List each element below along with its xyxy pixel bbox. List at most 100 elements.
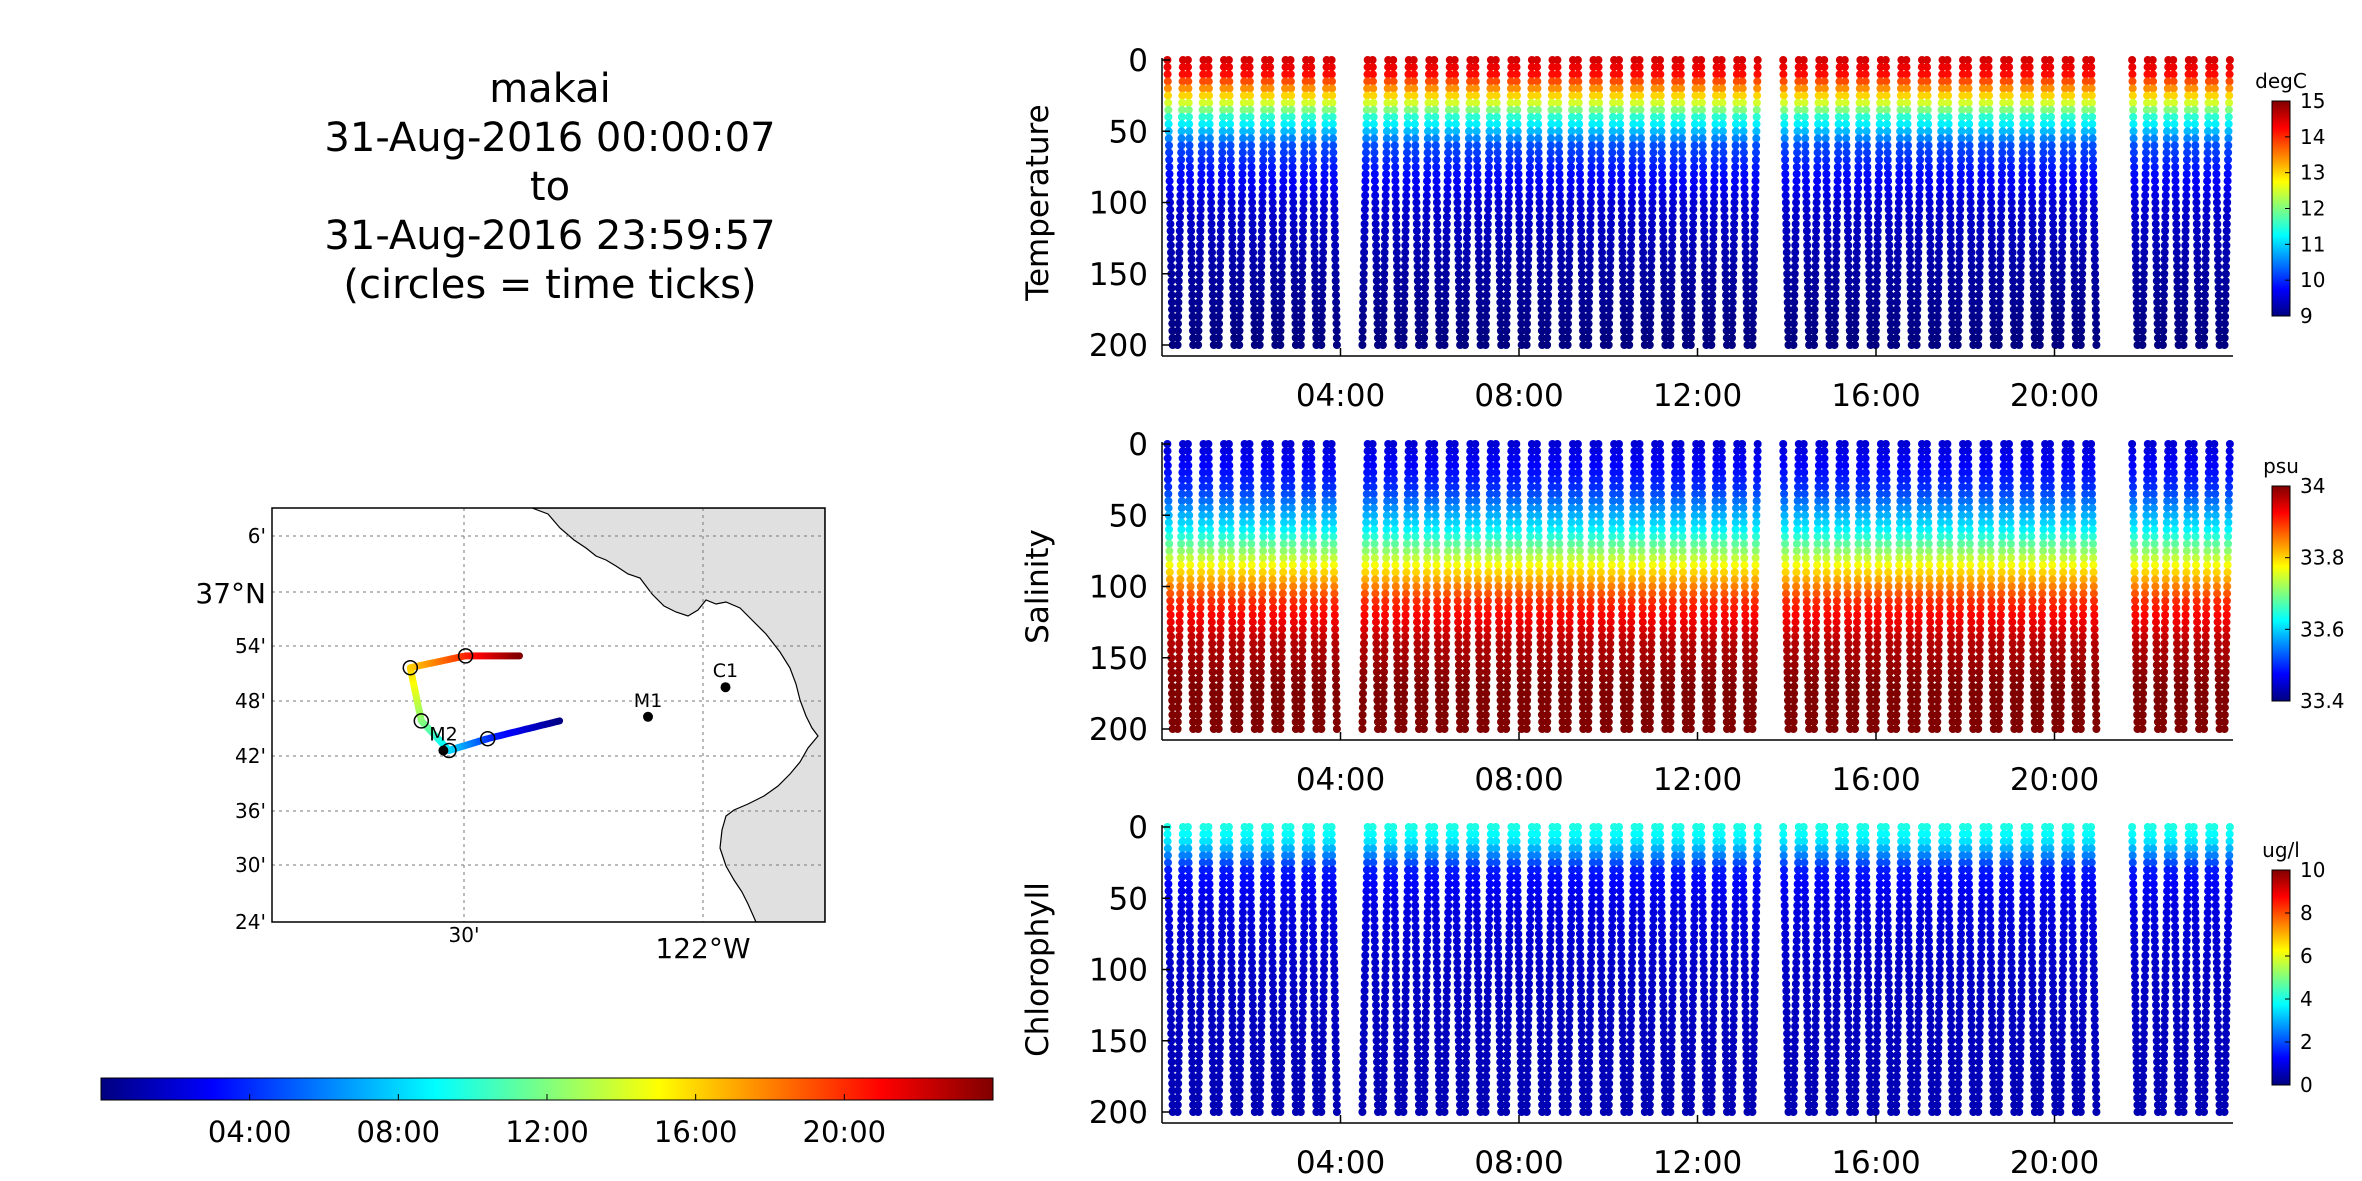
- data-point: [1451, 120, 1460, 129]
- data-point: [1307, 454, 1316, 463]
- data-point: [1905, 219, 1914, 228]
- data-point: [1268, 568, 1277, 577]
- data-point: [1228, 603, 1236, 612]
- data-point: [1298, 276, 1306, 285]
- data-point: [1617, 198, 1626, 207]
- data-point: [1297, 319, 1306, 328]
- data-point: [1820, 77, 1829, 86]
- data-point: [2159, 319, 2168, 328]
- data-point: [2089, 191, 2098, 200]
- data-point: [2056, 312, 2065, 321]
- data-point: [1615, 70, 1624, 79]
- data-point: [2152, 234, 2160, 243]
- data-point: [1533, 70, 1542, 79]
- data-point: [1176, 205, 1185, 214]
- data-point: [1218, 539, 1227, 548]
- data-point: [1247, 177, 1256, 186]
- data-point: [1472, 105, 1481, 114]
- data-point: [1997, 177, 2006, 186]
- data-point: [1585, 284, 1594, 292]
- data-point: [2224, 105, 2233, 114]
- data-point: [1424, 120, 1433, 129]
- data-point: [1619, 291, 1628, 300]
- data-point: [2017, 227, 2026, 235]
- data-point: [1720, 212, 1729, 221]
- data-point: [1309, 575, 1318, 584]
- data-point: [2138, 319, 2147, 328]
- data-point: [1576, 205, 1585, 214]
- data-point: [1163, 447, 1172, 456]
- data-point: [1543, 341, 1552, 349]
- data-point: [1635, 77, 1644, 86]
- data-point: [1605, 276, 1614, 285]
- data-point: [1740, 177, 1749, 186]
- data-point: [1290, 262, 1299, 271]
- data-point: [2077, 333, 2085, 342]
- data-point: [1843, 198, 1852, 207]
- data-point: [2221, 284, 2230, 292]
- data-point: [1196, 227, 1205, 235]
- data-point: [1360, 205, 1369, 214]
- data-point: [1224, 440, 1233, 448]
- data-point: [1994, 333, 2003, 342]
- data-point: [2171, 191, 2180, 200]
- data-point: [1177, 141, 1186, 150]
- data-point: [2172, 234, 2181, 243]
- data-point: [1893, 262, 1902, 271]
- data-point: [1383, 120, 1391, 129]
- data-point: [1668, 234, 1677, 243]
- data-point: [1853, 234, 1861, 243]
- data-point: [1412, 205, 1421, 214]
- data-point: [1371, 198, 1380, 207]
- data-point: [1278, 618, 1287, 627]
- data-point: [1536, 248, 1545, 257]
- data-point: [1215, 668, 1224, 676]
- data-point: [1966, 184, 1975, 193]
- data-point: [1792, 184, 1801, 193]
- data-point: [1215, 703, 1224, 712]
- data-point: [1228, 255, 1237, 264]
- data-point: [1277, 284, 1286, 292]
- data-point: [1996, 227, 2005, 235]
- data-point: [1370, 155, 1379, 164]
- data-point: [1247, 148, 1256, 157]
- data-point: [1545, 227, 1554, 235]
- data-point: [2142, 113, 2151, 121]
- data-point: [1277, 653, 1286, 662]
- data-point: [1617, 191, 1626, 200]
- data-point: [1844, 262, 1853, 271]
- data-point: [1872, 298, 1881, 307]
- data-point: [1578, 291, 1587, 300]
- data-point: [1985, 113, 1994, 121]
- data-point: [1566, 184, 1575, 193]
- data-point: [1577, 219, 1585, 228]
- data-point: [1503, 269, 1512, 278]
- data-point: [1895, 170, 1904, 178]
- data-point: [1279, 561, 1288, 570]
- data-point: [1894, 191, 1903, 200]
- data-point: [2225, 77, 2234, 86]
- data-point: [1218, 162, 1226, 171]
- data-point: [1249, 660, 1258, 669]
- data-point: [2142, 120, 2151, 129]
- data-point: [1452, 141, 1461, 150]
- data-point: [1227, 561, 1236, 570]
- data-point: [1913, 276, 1922, 285]
- data-point: [1701, 291, 1710, 300]
- data-point: [2170, 127, 2179, 136]
- data-point: [2029, 255, 2038, 264]
- data-point: [1246, 468, 1254, 477]
- data-point: [1217, 575, 1226, 584]
- data-point: [1800, 91, 1809, 100]
- data-point: [1512, 56, 1521, 64]
- data-point: [1196, 596, 1205, 605]
- data-point: [1893, 291, 1901, 300]
- data-point: [1290, 625, 1298, 634]
- data-point: [1566, 170, 1575, 178]
- data-point: [1248, 234, 1257, 243]
- data-point: [1738, 77, 1747, 86]
- data-point: [1218, 141, 1227, 150]
- data-point: [1267, 127, 1276, 136]
- data-point: [1288, 554, 1297, 562]
- data-point: [1393, 284, 1402, 292]
